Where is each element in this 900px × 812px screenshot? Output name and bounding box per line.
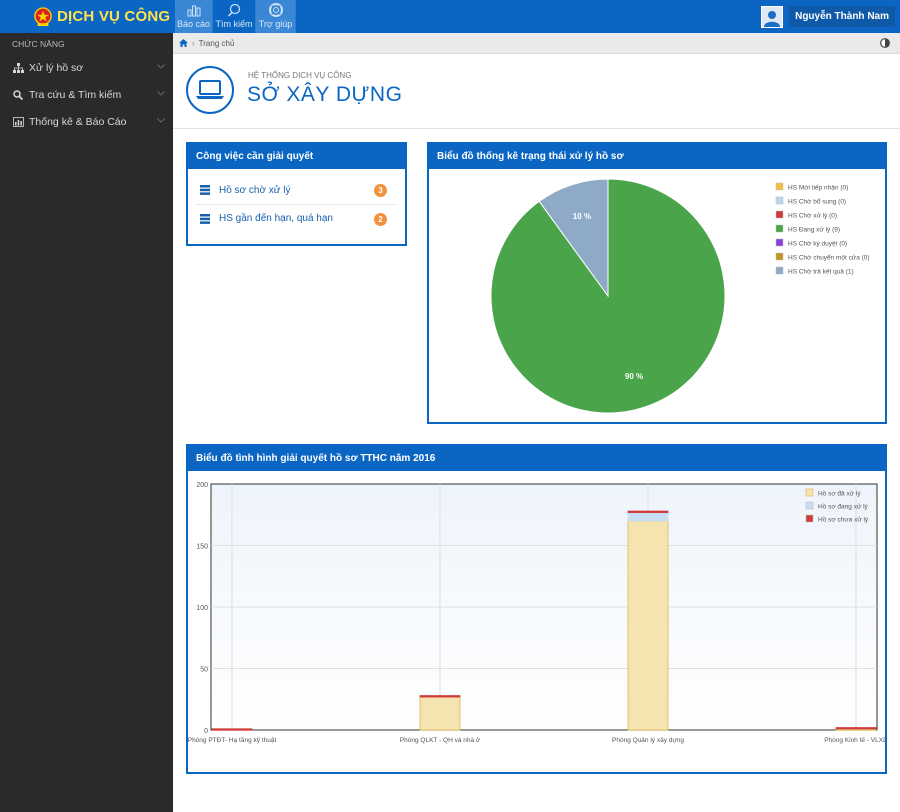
pie-slice-label: 10 % — [573, 212, 591, 221]
breadcrumb: › Trang chủ — [173, 33, 900, 54]
bar-segment[interactable] — [627, 520, 669, 731]
sidebar: CHỨC NĂNG Xử lý hồ sơ Tra cứu & Tìm kiếm — [0, 33, 173, 812]
y-tick-label: 200 — [196, 482, 208, 489]
legend-label: HS Chờ chuyển một cửa (0) — [788, 254, 870, 262]
lifebuoy-icon — [268, 3, 283, 17]
bar-segment[interactable] — [211, 728, 253, 731]
bar-segment[interactable] — [419, 695, 461, 698]
legend-swatch — [775, 252, 784, 261]
page-subtitle: HỆ THỐNG DỊCH VỤ CÔNG — [248, 71, 352, 80]
legend-label: HS Mới tiếp nhận (0) — [788, 183, 848, 192]
sidebar-item-statistics-report[interactable]: Thống kê & Báo Cáo — [0, 108, 173, 135]
sidebar-item-process-dossier[interactable]: Xử lý hồ sơ — [0, 54, 173, 81]
sidebar-item-label: Tra cứu & Tìm kiếm — [29, 88, 122, 101]
bar-segment[interactable] — [419, 696, 461, 731]
legend-swatch — [805, 514, 814, 523]
chevron-down-icon — [157, 118, 165, 123]
legend-swatch — [775, 224, 784, 233]
server-list-icon — [200, 185, 210, 195]
bar-chart-title: Biểu đồ tình hình giải quyết hồ sơ TTHC … — [188, 446, 885, 471]
legend-label: HS Chờ xử lý (0) — [788, 212, 837, 220]
x-tick-label: Phòng PTĐT- Hạ tầng kỹ thuật — [188, 735, 276, 744]
task-item-pending[interactable]: Hồ sơ chờ xử lý 3 — [196, 176, 397, 204]
x-tick-label: Phòng QLKT - QH và nhà ở — [400, 736, 481, 744]
pie-slice[interactable] — [538, 178, 609, 298]
legend-swatch — [775, 266, 784, 275]
avatar[interactable] — [761, 5, 784, 28]
home-icon[interactable] — [179, 39, 188, 47]
y-tick-label: 0 — [204, 728, 208, 735]
sidebar-item-label: Xử lý hồ sơ — [29, 61, 84, 74]
legend-swatch — [775, 182, 784, 191]
nav-help-label: Trợ giúp — [258, 19, 293, 29]
sitemap-icon — [12, 62, 24, 73]
task-item-near-due[interactable]: HS gần đến hạn, quá hạn 2 — [196, 204, 397, 232]
count-badge: 3 — [374, 184, 387, 197]
y-tick-label: 100 — [196, 605, 208, 612]
user-menu[interactable]: Nguyễn Thành Nam — [761, 5, 895, 28]
bar-segment[interactable] — [627, 511, 669, 522]
y-tick-label: 50 — [200, 667, 208, 674]
bar-segment[interactable] — [627, 510, 669, 513]
count-badge: 2 — [374, 213, 387, 226]
brand[interactable]: DỊCH VỤ CÔNG — [0, 0, 173, 33]
tasks-panel-title: Công việc cần giải quyết — [188, 144, 405, 169]
server-list-icon — [200, 213, 210, 224]
page-header: HỆ THỐNG DỊCH VỤ CÔNG SỞ XÂY DỰNG — [173, 54, 900, 129]
breadcrumb-separator: › — [192, 38, 195, 48]
sidebar-title: CHỨC NĂNG — [12, 39, 65, 49]
page-title: SỞ XÂY DỰNG — [247, 83, 403, 106]
nav-report-label: Báo cáo — [176, 19, 211, 29]
legend-swatch — [775, 210, 784, 219]
brand-title: DỊCH VỤ CÔNG — [57, 8, 171, 25]
x-tick-label: Phòng Kinh tế - VLXD — [824, 735, 885, 744]
chevron-down-icon — [157, 91, 165, 96]
legend-swatch — [775, 196, 784, 205]
search-icon — [13, 89, 23, 100]
legend-label: HS Chờ trả kết quả (1) — [788, 267, 854, 276]
legend-swatch — [805, 488, 814, 497]
sidebar-item-lookup-search[interactable]: Tra cứu & Tìm kiếm — [0, 81, 173, 108]
bar-chart-icon — [12, 116, 24, 127]
legend-swatch — [775, 238, 784, 247]
legend-label: HS Chờ bổ sung (0) — [788, 198, 846, 206]
legend-swatch — [805, 501, 814, 510]
pie-chart-panel: Biểu đồ thống kê trạng thái xử lý hồ sơ … — [427, 142, 887, 424]
chevron-down-icon — [157, 64, 165, 69]
task-item-label: HS gần đến hạn, quá hạn — [219, 213, 333, 224]
legend-label: Hồ sơ chưa xử lý — [818, 515, 869, 524]
bar-chart: 0 50 100 150 200 Phòng PTĐT- Hạ tầng kỹ thuật… — [188, 482, 888, 744]
bar-chart-panel: Biểu đồ tình hình giải quyết hồ sơ TTHC … — [186, 444, 888, 774]
nav-search-label: Tìm kiếm — [215, 19, 253, 29]
legend-label: HS Đang xử lý (9) — [788, 226, 840, 234]
user-name[interactable]: Nguyễn Thành Nam — [789, 6, 895, 27]
x-tick-label: Phòng Quản lý xây dựng — [612, 737, 684, 744]
user-avatar-icon — [764, 10, 781, 27]
pie-chart-title: Biểu đồ thống kê trạng thái xử lý hồ sơ — [429, 144, 885, 169]
breadcrumb-home-link[interactable]: Trang chủ — [198, 38, 235, 48]
national-emblem-icon — [34, 6, 52, 26]
top-bar: DỊCH VỤ CÔNG Báo cáo Tìm kiếm — [0, 0, 900, 33]
tasks-panel: Công việc cần giải quyết Hồ sơ chờ xử lý… — [186, 142, 407, 246]
bar-segment[interactable] — [835, 727, 877, 730]
task-item-label: Hồ sơ chờ xử lý — [219, 184, 291, 196]
nav-report-button[interactable]: Báo cáo — [175, 0, 213, 33]
report-icon — [187, 5, 200, 17]
legend-label: HS Chờ ký duyệt (0) — [788, 241, 847, 248]
legend-label: Hồ sơ đã xử lý — [818, 489, 861, 498]
contrast-icon[interactable] — [880, 38, 890, 48]
search-icon — [227, 3, 241, 17]
y-tick-label: 150 — [196, 544, 208, 551]
laptop-icon — [186, 66, 234, 114]
pie-chart: 90 % 10 % HS Mới tiếp nhận (0) HS Chờ bổ su… — [490, 178, 870, 414]
pie-slice-label: 90 % — [625, 372, 643, 381]
nav-help-button[interactable]: Trợ giúp — [256, 0, 296, 33]
top-nav: Báo cáo Tìm kiếm Trợ giúp — [175, 0, 296, 33]
legend-label: Hồ sơ đang xử lý — [818, 502, 869, 511]
nav-search-button[interactable]: Tìm kiếm — [213, 0, 256, 33]
sidebar-item-label: Thống kê & Báo Cáo — [29, 115, 127, 128]
